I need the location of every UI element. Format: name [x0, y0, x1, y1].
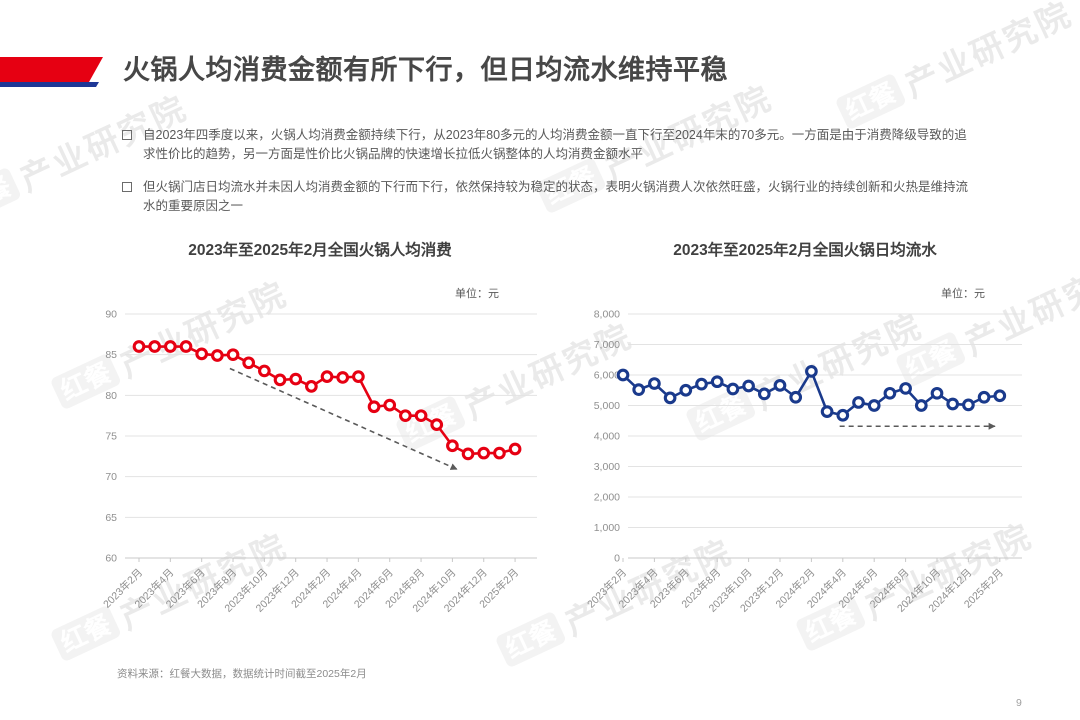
square-bullet-icon	[122, 181, 132, 192]
svg-text:6,000: 6,000	[594, 370, 620, 382]
svg-text:90: 90	[105, 309, 117, 321]
chart-card-daily-revenue: 2023年至2025年2月全国火锅日均流水 单位：元 8,000 7,000 6,0…	[575, 238, 1035, 663]
unit-label: 单位：元	[455, 288, 499, 300]
per-capita-line-chart: 908580757065602023年2月2023年4月2023年6月2023年…	[100, 309, 537, 615]
svg-text:60: 60	[105, 553, 117, 565]
title-accent-bar	[0, 57, 103, 87]
svg-text:70: 70	[105, 471, 117, 483]
blue-accent-shape	[0, 82, 99, 87]
svg-text:4,000: 4,000	[594, 431, 620, 443]
bullet-item: 但火锅门店日均流水并未因人均消费金额的下行而下行，依然保持较为稳定的状态，表明火…	[122, 178, 972, 217]
svg-text:75: 75	[105, 431, 117, 443]
square-bullet-icon	[122, 130, 132, 140]
svg-text:2,000: 2,000	[594, 492, 620, 504]
chart-title: 2023年至2025年2月全国火锅日均流水	[673, 242, 937, 259]
bullet-text: 自2023年四季度以来，火锅人均消费金额持续下行，从2023年80多元的人均消费…	[143, 128, 967, 162]
svg-text:8,000: 8,000	[594, 309, 620, 321]
svg-text:3,000: 3,000	[594, 461, 620, 473]
page-number: 9	[1016, 697, 1022, 709]
watermark-text: 产业研究院	[899, 0, 1079, 105]
source-note: 资料来源：红餐大数据，数据统计时间截至2025年2月	[117, 668, 367, 680]
watermark-logo-box: 红餐	[0, 166, 22, 225]
daily-revenue-line-chart: 8,000 7,000 6,000 5,000 4,000 3,000 2,000 1,000…	[584, 309, 1022, 615]
chart-card-per-capita-spend: 2023年至2025年2月全国火锅人均消费 单位：元 90 85 80 75 70 65 6…	[95, 238, 545, 663]
watermark-logo-box: 红餐	[834, 72, 907, 131]
svg-text:0: 0	[614, 553, 620, 565]
bullet-item: 自2023年四季度以来，火锅人均消费金额持续下行，从2023年80多元的人均消费…	[122, 126, 972, 165]
bullet-list: 自2023年四季度以来，火锅人均消费金额持续下行，从2023年80多元的人均消费…	[122, 126, 972, 230]
svg-text:5,000: 5,000	[594, 400, 620, 412]
bullet-text: 但火锅门店日均流水并未因人均消费金额的下行而下行，依然保持较为稳定的状态，表明火…	[143, 179, 969, 214]
svg-text:65: 65	[105, 512, 117, 524]
page-title: 火锅人均消费金额有所下行，但日均流水维持平稳	[123, 55, 728, 85]
red-accent-shape	[0, 57, 103, 82]
unit-label: 单位：元	[941, 288, 985, 300]
svg-text:7,000: 7,000	[594, 339, 620, 351]
svg-text:80: 80	[105, 390, 117, 402]
brand-watermark: 红餐 产业研究院	[832, 0, 1080, 137]
svg-text:85: 85	[105, 349, 117, 361]
svg-text:1,000: 1,000	[594, 522, 620, 534]
chart-title: 2023年至2025年2月全国火锅人均消费	[188, 242, 452, 259]
